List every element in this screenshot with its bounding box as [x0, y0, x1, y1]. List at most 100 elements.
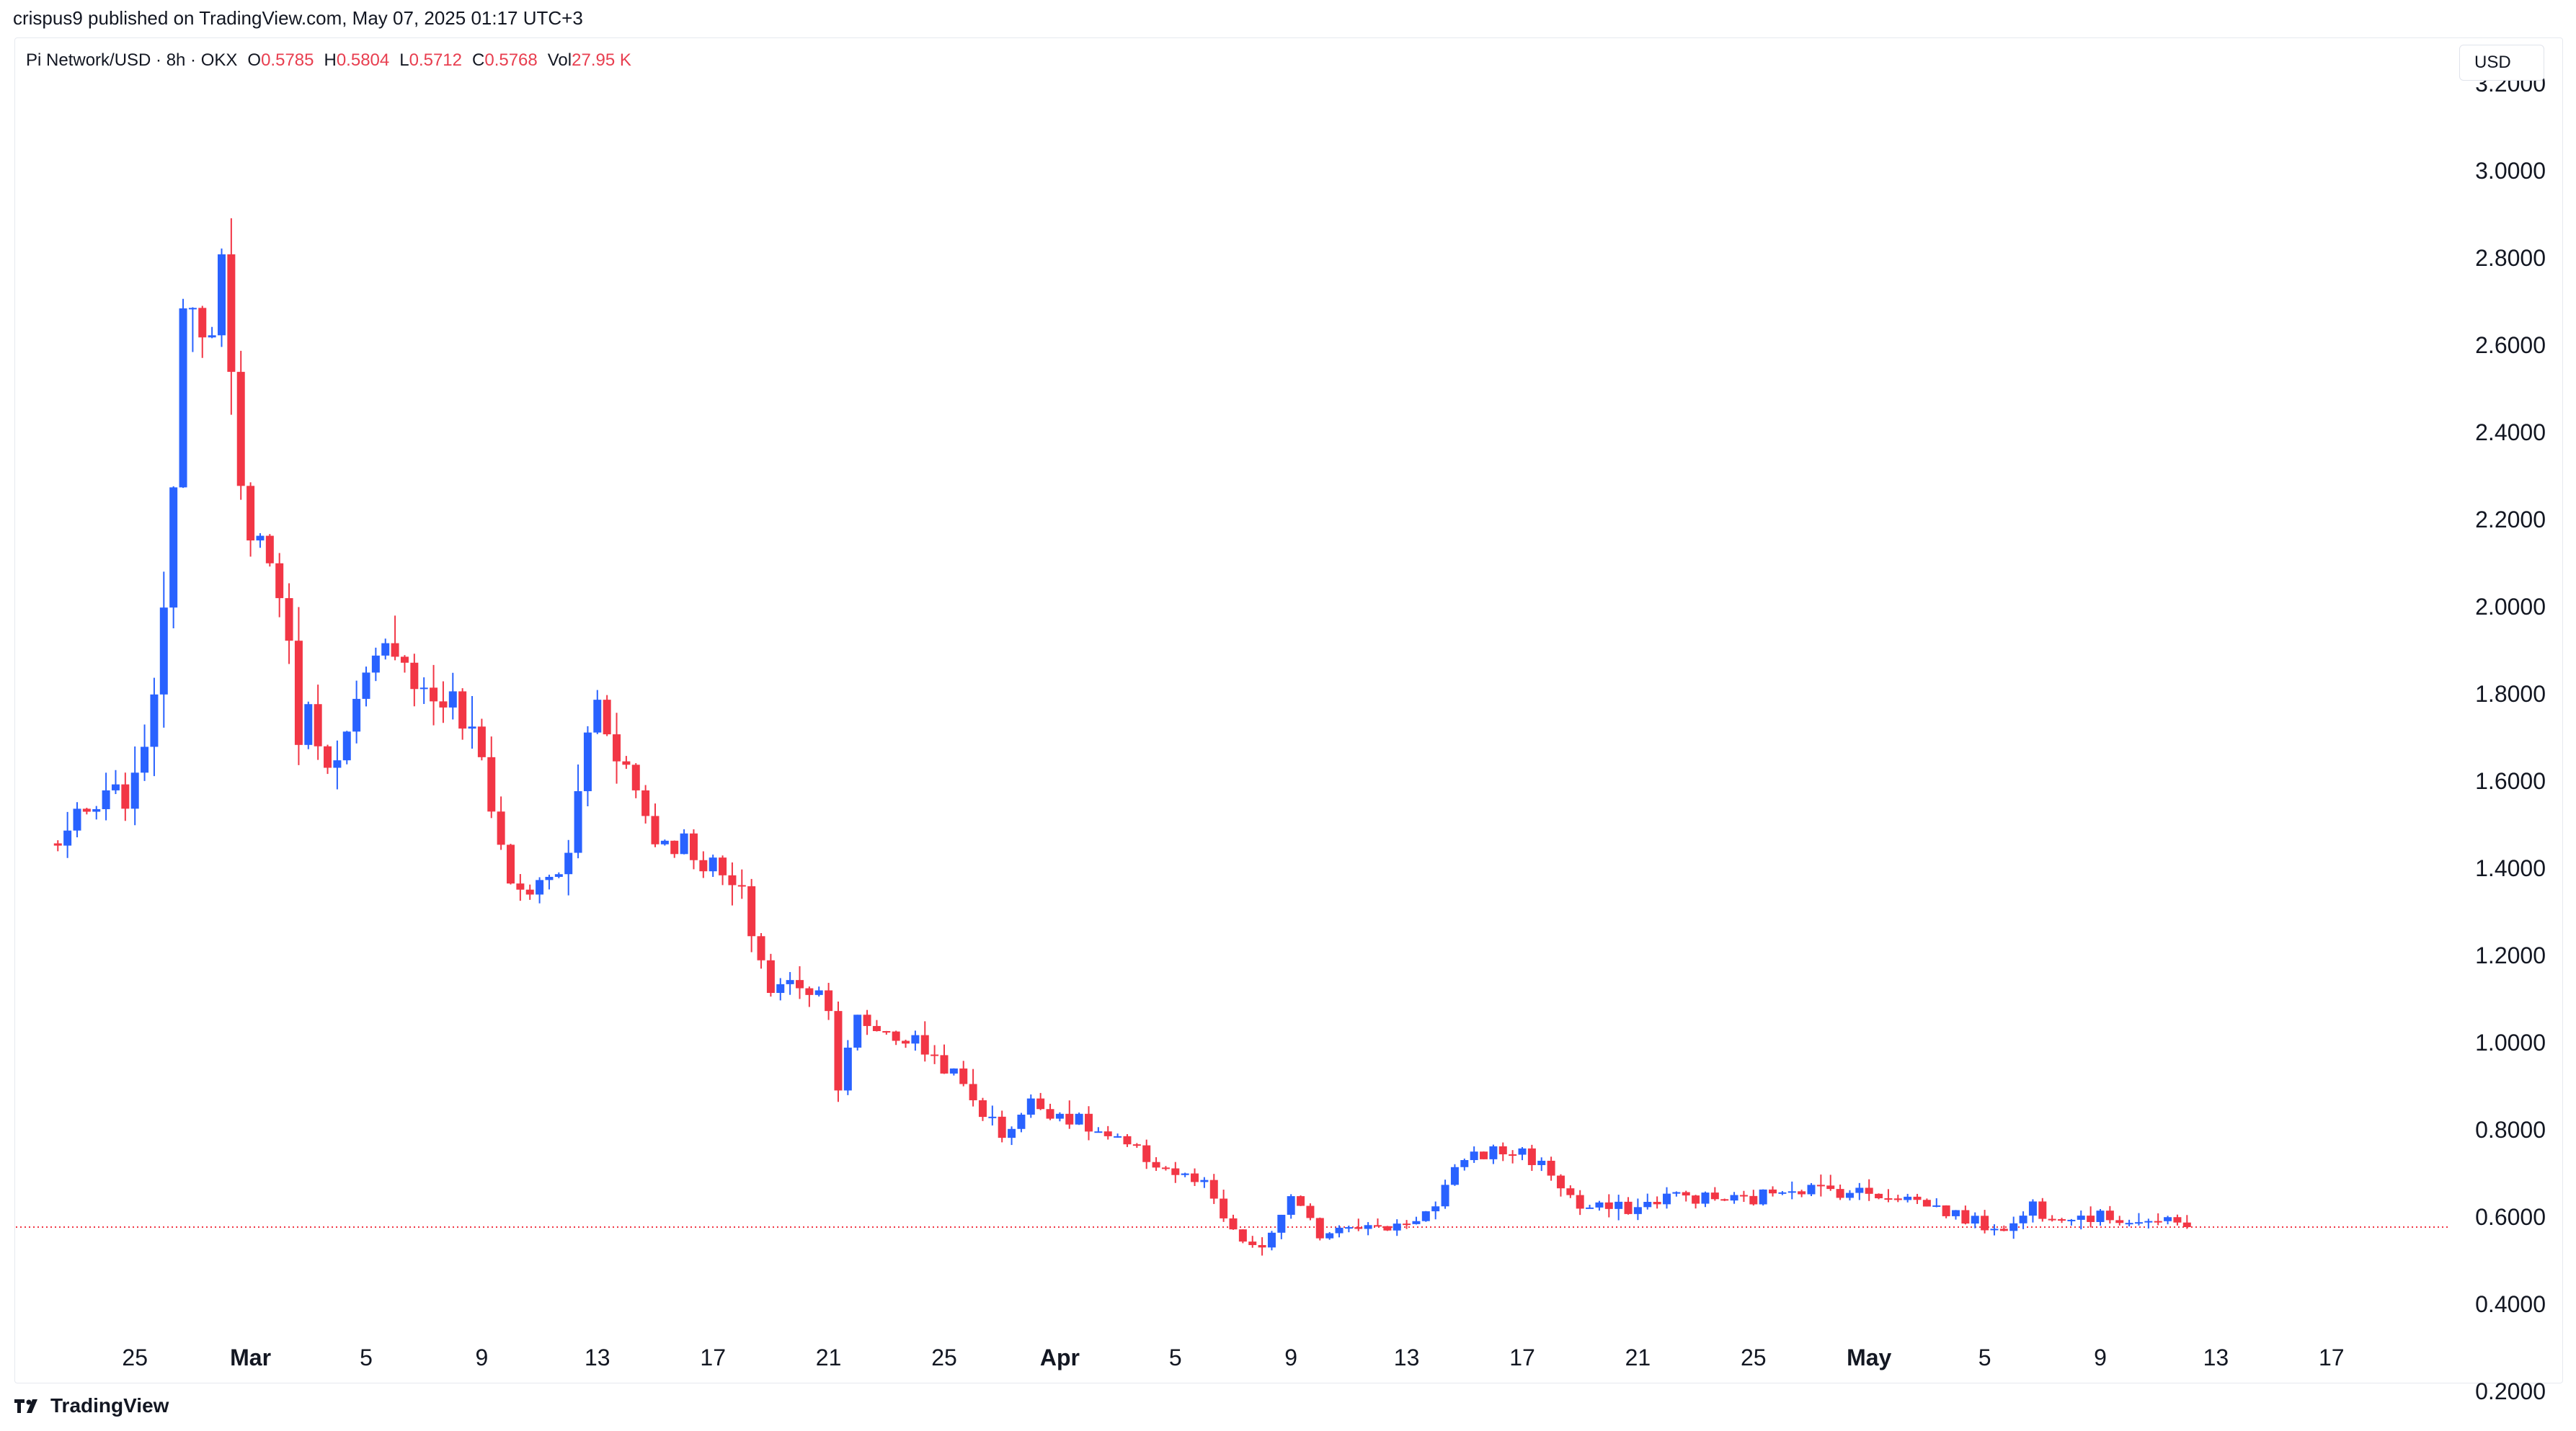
symbol-label[interactable]: Pi Network/USD · 8h · OKX	[26, 50, 238, 70]
candle-body	[2144, 1221, 2153, 1223]
candle-body	[1460, 1160, 1469, 1167]
candle-body	[680, 833, 688, 855]
candle-body	[1383, 1226, 1392, 1231]
candle-body	[1701, 1192, 1710, 1204]
candle-body	[834, 1011, 843, 1091]
candle-body	[1026, 1098, 1035, 1115]
currency-button[interactable]: USD	[2459, 45, 2544, 81]
candle-body	[2154, 1221, 2162, 1223]
candle-body	[247, 486, 255, 541]
candle-body	[2125, 1223, 2133, 1225]
y-tick-label: 1.4000	[2475, 855, 2546, 881]
candle-body	[188, 308, 197, 310]
candle-body	[1325, 1233, 1334, 1239]
candle-body	[1845, 1192, 1854, 1198]
candle-body	[757, 936, 765, 960]
candle-body	[882, 1030, 891, 1033]
candle-body	[111, 784, 120, 790]
candle-body	[371, 655, 380, 673]
x-tick-label: 17	[700, 1345, 726, 1370]
candle-body	[1875, 1193, 1883, 1198]
candle-body	[324, 746, 332, 768]
candle-body	[2115, 1220, 2124, 1223]
candle-body	[1209, 1180, 1218, 1199]
y-tick-label: 0.8000	[2475, 1117, 2546, 1143]
candle-body	[352, 698, 361, 732]
candle-body	[1672, 1192, 1681, 1194]
candle-body	[747, 886, 756, 937]
candle-body	[892, 1031, 900, 1041]
candle-body	[1344, 1227, 1353, 1229]
x-tick-label: 21	[816, 1345, 842, 1370]
price-axis: 0.2000 0.4000 0.6000 0.8000 1.0000 1.2000 1.40…	[2475, 71, 2546, 1404]
candle-body	[2048, 1218, 2056, 1221]
candle-body	[651, 816, 659, 844]
candle-body	[1450, 1167, 1459, 1185]
candle-body	[536, 880, 544, 895]
candle-body	[1615, 1201, 1623, 1209]
candle-body	[1171, 1168, 1180, 1175]
candle-body	[1999, 1229, 2008, 1231]
candle-body	[564, 852, 573, 875]
candle-body	[1364, 1225, 1372, 1229]
candle-body	[1036, 1098, 1045, 1110]
x-tick-label: 13	[1394, 1345, 1420, 1370]
candle-body	[689, 833, 698, 860]
candle-body	[1971, 1216, 1979, 1224]
candle-body	[507, 844, 515, 884]
candle-body	[92, 808, 101, 812]
candle-body	[805, 988, 814, 995]
candle-body	[1498, 1146, 1507, 1155]
x-tick-label: 25	[122, 1345, 148, 1370]
candle-body	[2087, 1216, 2095, 1222]
x-tick-label: Mar	[230, 1345, 271, 1370]
candle-body	[1942, 1205, 1950, 1216]
candle-body	[1412, 1221, 1421, 1224]
candle-body	[314, 704, 322, 746]
candle-body	[208, 335, 216, 338]
candle-body	[1778, 1192, 1787, 1194]
candle-body	[2067, 1219, 2076, 1221]
candle-body	[1739, 1195, 1748, 1197]
candle-body	[1132, 1144, 1141, 1146]
candle-body	[487, 757, 496, 812]
candle-body	[699, 860, 708, 872]
low-value: 0.5712	[409, 50, 462, 70]
candle-body	[1518, 1148, 1527, 1155]
candle-body	[959, 1068, 968, 1084]
x-tick-label: Apr	[1040, 1345, 1080, 1370]
candle-body	[2019, 1216, 2028, 1223]
x-tick-label: 13	[2203, 1345, 2229, 1370]
candle-body	[265, 535, 274, 563]
candle-body	[1816, 1185, 1825, 1187]
candle-body	[63, 830, 72, 846]
candles-layer	[53, 218, 2191, 1256]
candle-body	[468, 726, 476, 729]
candle-body	[159, 607, 168, 695]
candle-body	[1952, 1210, 1960, 1216]
candle-body	[516, 883, 525, 890]
candle-body	[400, 656, 409, 663]
candle-body	[1990, 1229, 1999, 1231]
candle-body	[1566, 1188, 1575, 1195]
candle-body	[1604, 1202, 1613, 1209]
candle-body	[1913, 1196, 1922, 1200]
candle-body	[728, 875, 737, 886]
candle-body	[1682, 1192, 1690, 1196]
candle-body	[2096, 1211, 2105, 1222]
candle-body	[102, 790, 110, 809]
chart-frame	[14, 37, 2563, 1383]
candle-body	[631, 764, 640, 790]
candle-body	[603, 700, 611, 735]
candle-body	[1981, 1216, 1989, 1231]
x-tick-label: 25	[1741, 1345, 1767, 1370]
y-tick-label: 1.0000	[2475, 1030, 2546, 1056]
candle-body	[709, 857, 717, 872]
candle-body	[1374, 1225, 1382, 1227]
candle-body	[227, 254, 236, 373]
volume-value: 27.95 K	[572, 50, 631, 70]
candle-body	[796, 980, 804, 989]
tradingview-logo[interactable]: TradingView	[13, 1394, 169, 1417]
y-tick-label: 1.6000	[2475, 768, 2546, 794]
